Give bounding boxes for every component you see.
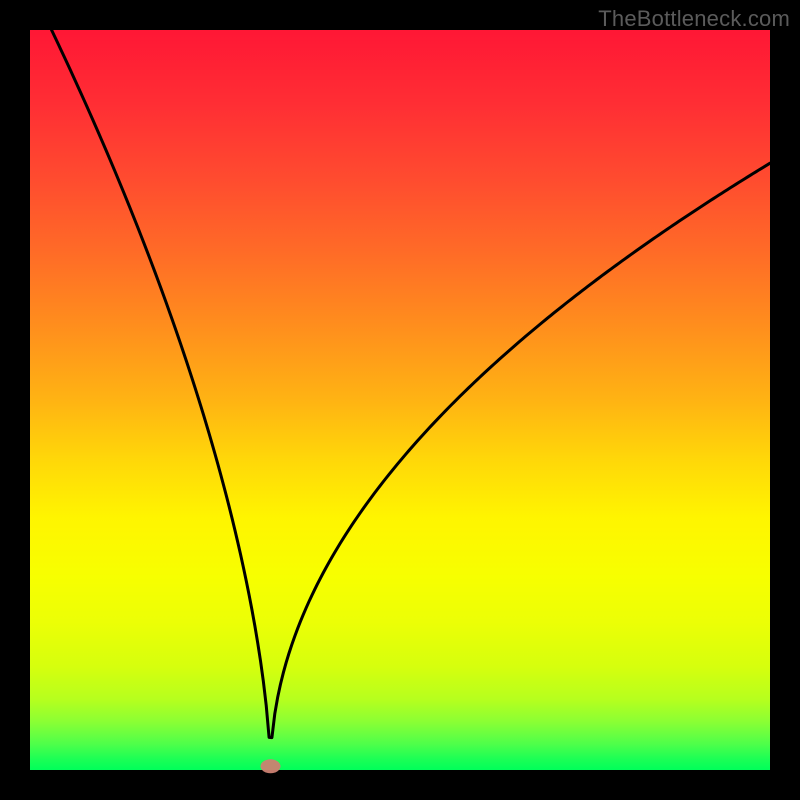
bottleneck-chart <box>0 0 800 800</box>
plot-background <box>30 30 770 770</box>
watermark-text: TheBottleneck.com <box>598 6 790 32</box>
chart-container: TheBottleneck.com <box>0 0 800 800</box>
optimum-marker <box>261 759 281 773</box>
